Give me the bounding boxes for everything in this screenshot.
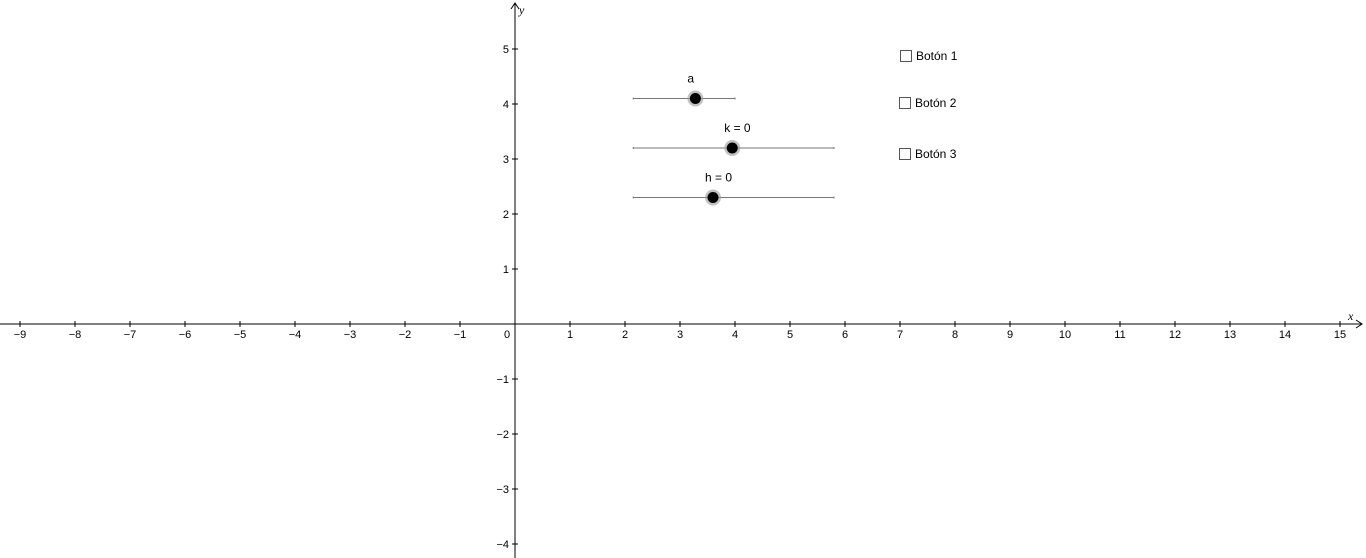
y-axis-label: y (518, 3, 525, 17)
slider-handle[interactable] (689, 93, 701, 104)
slider-a[interactable]: a (632, 72, 736, 107)
slider-label: k = 0 (724, 121, 751, 135)
x-tick-label: 10 (1059, 329, 1071, 341)
y-tick-label: 5 (503, 44, 509, 56)
checkbox-boton-1[interactable]: Botón 1 (900, 48, 957, 64)
y-tick-label: 4 (503, 99, 509, 111)
checkbox-square[interactable] (899, 97, 911, 109)
y-tick-label: 3 (503, 154, 509, 166)
x-tick-label: −5 (234, 329, 247, 341)
slider-label: h = 0 (705, 171, 732, 185)
x-tick-label: 0 (504, 329, 510, 341)
checkbox-boton-3[interactable]: Botón 3 (899, 146, 956, 162)
y-tick-label: −1 (496, 374, 509, 386)
x-tick-label: −2 (399, 329, 412, 341)
checkbox-boton-2[interactable]: Botón 2 (899, 95, 956, 111)
x-tick-label: 5 (787, 329, 793, 341)
x-tick-label: 8 (952, 329, 958, 341)
y-tick-label: −4 (496, 539, 509, 551)
slider-handle[interactable] (726, 142, 738, 154)
x-tick-label: 4 (732, 329, 738, 341)
slider-handle[interactable] (707, 192, 719, 203)
y-axis-ticks: 1 2 3 4 5 −1 −2 −3 −4 (496, 44, 518, 551)
slider-label: a (687, 72, 694, 86)
x-tick-label: 6 (842, 329, 848, 341)
slider-k[interactable]: k = 0 (632, 121, 835, 156)
checkbox-label: Botón 1 (916, 49, 958, 63)
x-tick-label: 9 (1007, 329, 1013, 341)
y-axis-arrow (510, 2, 520, 10)
x-tick-label: 11 (1114, 329, 1125, 341)
x-tick-label: 3 (677, 329, 683, 341)
sliders: a k = 0 h = 0 (632, 72, 835, 206)
x-axis-label: x (1347, 309, 1354, 323)
y-tick-label: −3 (496, 484, 509, 496)
x-tick-label: 1 (567, 329, 573, 341)
x-tick-label: 7 (897, 329, 903, 341)
checkbox-square[interactable] (900, 50, 912, 62)
x-tick-label: −3 (344, 329, 357, 341)
x-tick-label: −8 (69, 329, 82, 341)
x-tick-label: 12 (1169, 329, 1181, 341)
checkbox-label: Botón 2 (915, 96, 957, 110)
x-axis-arrow (1355, 319, 1363, 329)
x-tick-label: −6 (179, 329, 192, 341)
checkbox-label: Botón 3 (915, 147, 957, 161)
x-tick-label: 2 (622, 329, 628, 341)
x-tick-label: −9 (14, 329, 27, 341)
x-tick-label: 14 (1279, 329, 1291, 341)
x-tick-label: 13 (1224, 329, 1236, 341)
slider-h[interactable]: h = 0 (632, 171, 835, 206)
y-tick-label: 1 (503, 264, 509, 276)
x-tick-label: −1 (454, 329, 467, 341)
checkbox-square[interactable] (899, 148, 911, 160)
x-tick-label: −7 (124, 329, 137, 341)
y-tick-label: −2 (496, 429, 509, 441)
y-tick-label: 2 (503, 209, 509, 221)
x-axis-ticks: −9 −8 −7 −6 −5 −4 −3 −2 −1 0 1 2 3 4 5 6 7 8 9 10 11 12 13 14 15 (14, 321, 1346, 341)
x-tick-label: −4 (289, 329, 302, 341)
x-tick-label: 15 (1334, 329, 1346, 341)
